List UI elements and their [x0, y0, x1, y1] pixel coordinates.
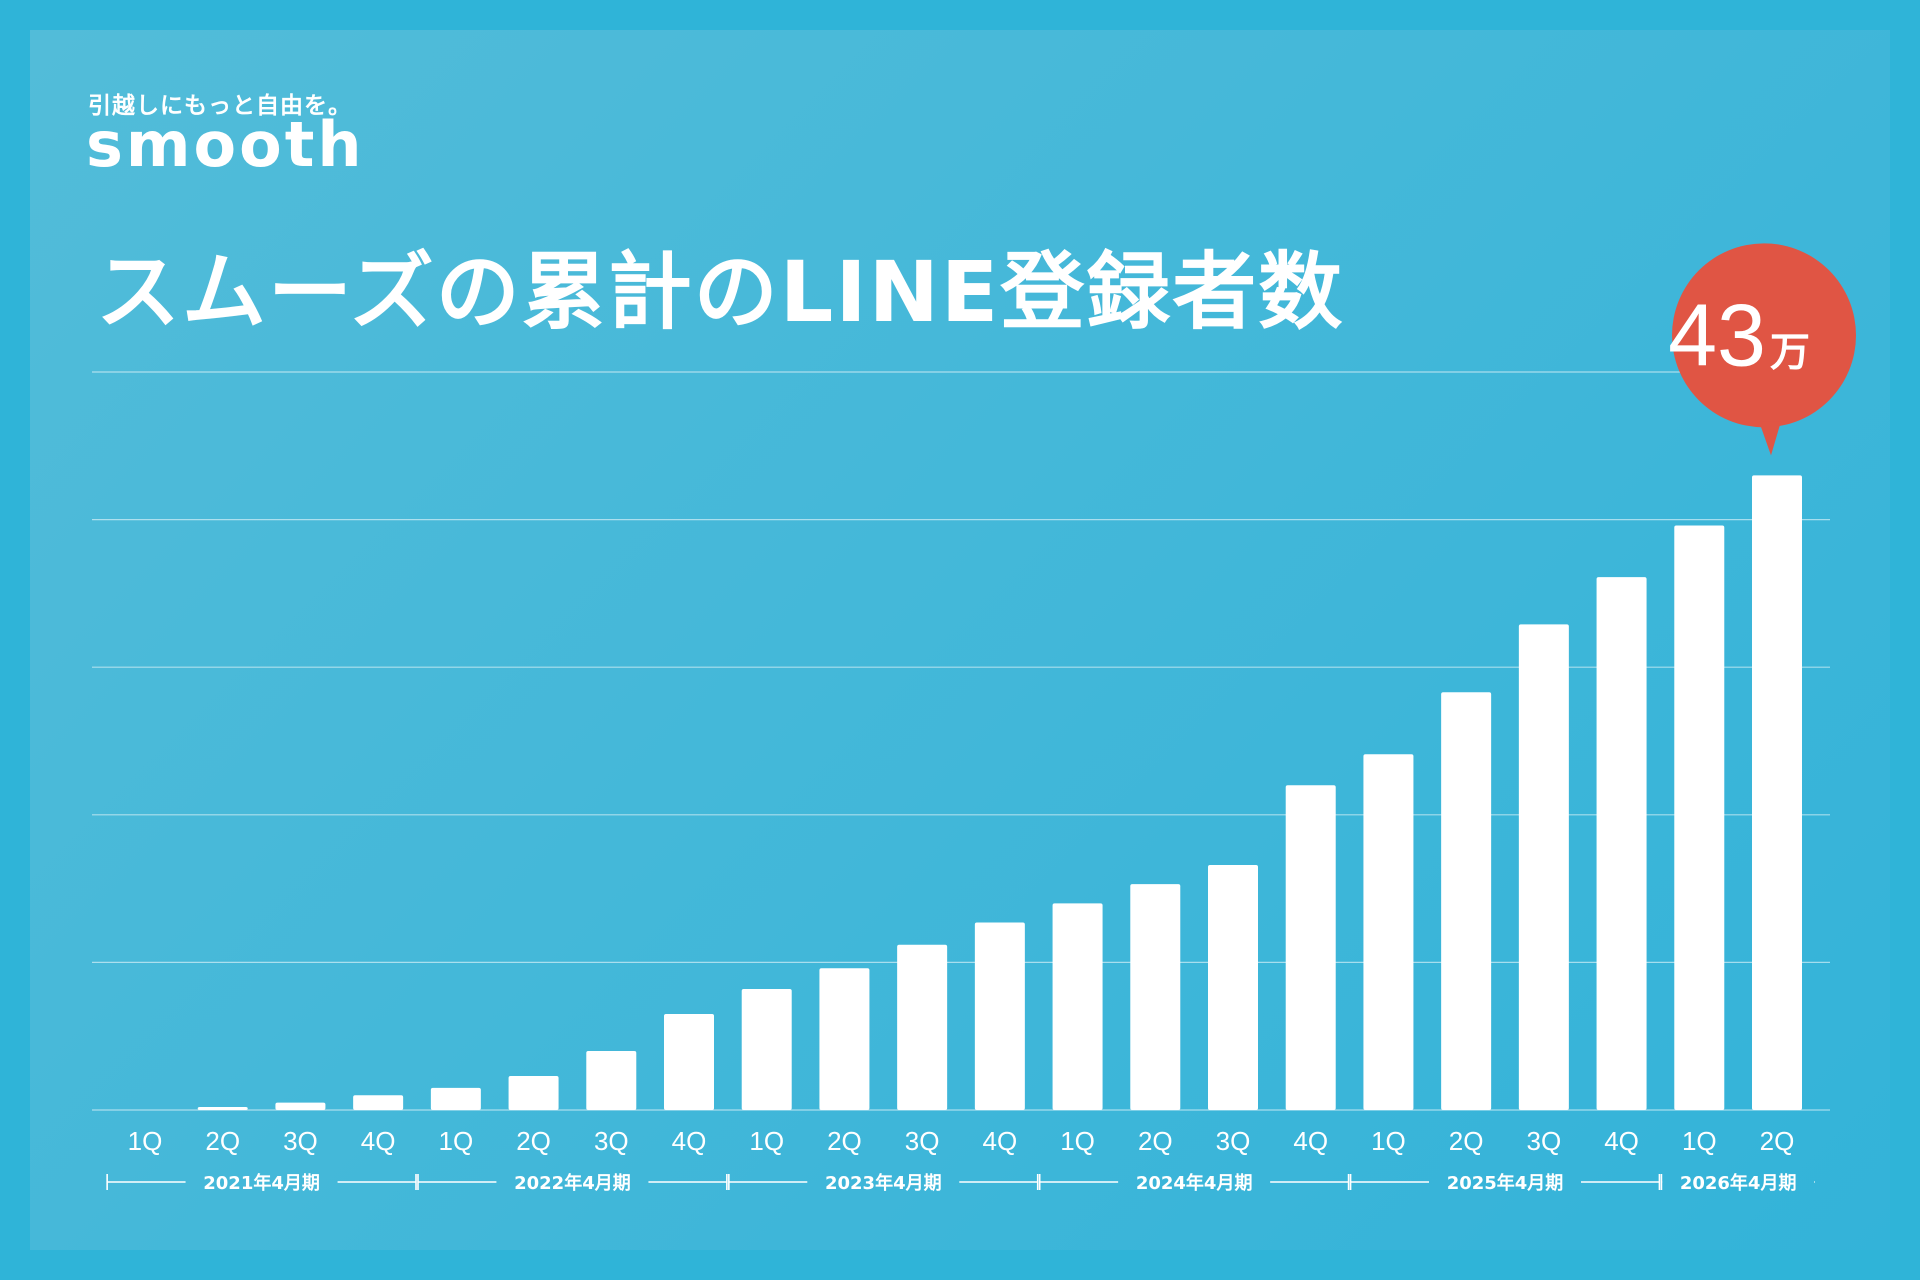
- bar: [508, 1076, 559, 1110]
- bar: [1752, 475, 1802, 1110]
- period-bracket: 2023年4月期: [728, 1172, 1039, 1194]
- period-brackets: 2021年4月期 2022年4月期 2023年4月期 2024年4月期 2025年4月期…: [106, 1172, 1815, 1194]
- period-label: 2022年4月期: [514, 1172, 631, 1194]
- x-tick-label: 2Q: [1449, 1126, 1484, 1156]
- bar: [819, 968, 870, 1110]
- period-bracket: 2026年4月期: [1660, 1172, 1815, 1194]
- x-tick-label: 2Q: [1760, 1126, 1795, 1156]
- bar: [1441, 692, 1492, 1110]
- brand-logo: smooth: [86, 108, 365, 181]
- period-bracket: 2024年4月期: [1038, 1172, 1350, 1194]
- x-tick-label: 2Q: [827, 1126, 862, 1156]
- x-tick-label: 1Q: [749, 1126, 784, 1156]
- bar: [1208, 864, 1258, 1110]
- x-tick-label: 4Q: [983, 1126, 1018, 1156]
- x-tick-label: 3Q: [905, 1126, 940, 1156]
- period-label: 2024年4月期: [1136, 1172, 1253, 1194]
- x-tick-label: 4Q: [672, 1126, 707, 1156]
- latest-value-callout: 43 万: [1668, 243, 1856, 456]
- callout-value: 43: [1668, 285, 1766, 384]
- bar: [664, 1014, 714, 1110]
- x-tick-label: 4Q: [361, 1126, 396, 1156]
- x-tick-label: 1Q: [1682, 1126, 1717, 1156]
- bar: [897, 944, 948, 1110]
- callout-pointer: [1759, 421, 1781, 456]
- x-tick-label: 3Q: [283, 1126, 318, 1156]
- x-tick-label: 2Q: [516, 1126, 551, 1156]
- bar: [1130, 884, 1181, 1110]
- x-tick-label: 3Q: [1527, 1126, 1562, 1156]
- period-label: 2023年4月期: [825, 1172, 942, 1194]
- gridlines: [92, 371, 1830, 1111]
- brand-tagline: 引越しにもっと自由を。: [88, 93, 352, 119]
- bar: [275, 1102, 326, 1110]
- bar: [586, 1050, 637, 1110]
- bar: [1363, 754, 1414, 1110]
- x-axis-ticks: 1Q 2Q 3Q 4Q 1Q 2Q 3Q 4Q 1Q 2Q 3Q 4Q 1Q 2Q 3Q 4Q 1Q 2Q 3Q 4Q…: [128, 1126, 1795, 1156]
- x-tick-label: 2Q: [205, 1126, 240, 1156]
- bars: [197, 475, 1802, 1110]
- x-tick-label: 1Q: [1060, 1126, 1095, 1156]
- x-tick-label: 4Q: [1293, 1126, 1328, 1156]
- x-tick-label: 2Q: [1138, 1126, 1173, 1156]
- x-tick-label: 1Q: [439, 1126, 474, 1156]
- x-tick-label: 1Q: [1371, 1126, 1406, 1156]
- bar: [1518, 624, 1569, 1110]
- bar: [1596, 577, 1647, 1110]
- period-bracket: 2021年4月期: [106, 1172, 417, 1194]
- chart-panel: [30, 30, 1890, 1250]
- chart-title: スムーズの累計のLINE登録者数: [96, 243, 1345, 341]
- bar: [430, 1087, 481, 1110]
- callout-bubble: [1672, 243, 1856, 428]
- x-tick-label: 3Q: [1216, 1126, 1251, 1156]
- bar: [353, 1095, 404, 1110]
- bar: [741, 988, 792, 1110]
- x-tick-label: 1Q: [128, 1126, 163, 1156]
- bar: [1052, 903, 1103, 1110]
- period-label: 2021年4月期: [203, 1172, 320, 1194]
- bar: [974, 922, 1025, 1110]
- x-tick-label: 3Q: [594, 1126, 629, 1156]
- period-bracket: 2022年4月期: [417, 1172, 728, 1194]
- bar: [197, 1107, 248, 1110]
- callout-unit: 万: [1770, 329, 1810, 375]
- period-bracket: 2025年4月期: [1349, 1172, 1661, 1194]
- x-tick-label: 4Q: [1604, 1126, 1639, 1156]
- period-label: 2025年4月期: [1447, 1172, 1564, 1194]
- bar: [1674, 525, 1725, 1110]
- period-label: 2026年4月期: [1680, 1172, 1797, 1194]
- bar: [1285, 785, 1336, 1110]
